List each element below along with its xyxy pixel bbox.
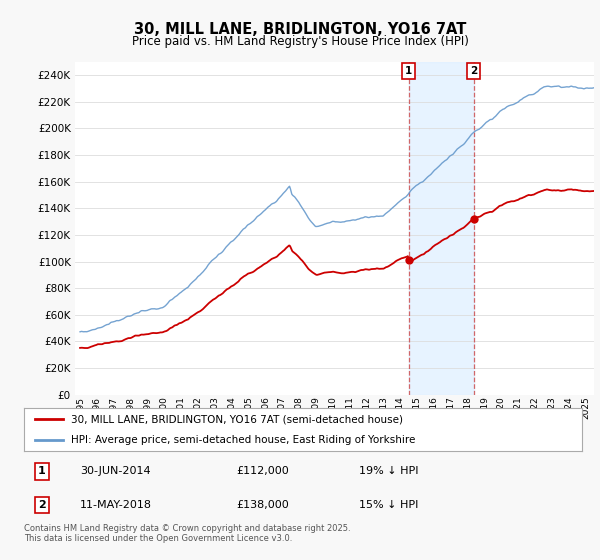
Text: HPI: Average price, semi-detached house, East Riding of Yorkshire: HPI: Average price, semi-detached house,…: [71, 435, 416, 445]
Text: 15% ↓ HPI: 15% ↓ HPI: [359, 500, 418, 510]
Text: 1: 1: [38, 466, 46, 477]
Text: 2: 2: [470, 66, 477, 76]
Text: Price paid vs. HM Land Registry's House Price Index (HPI): Price paid vs. HM Land Registry's House …: [131, 35, 469, 48]
Text: £138,000: £138,000: [236, 500, 289, 510]
Text: 30, MILL LANE, BRIDLINGTON, YO16 7AT (semi-detached house): 30, MILL LANE, BRIDLINGTON, YO16 7AT (se…: [71, 414, 403, 424]
Text: 30, MILL LANE, BRIDLINGTON, YO16 7AT: 30, MILL LANE, BRIDLINGTON, YO16 7AT: [134, 22, 466, 38]
Bar: [409, 62, 473, 395]
Text: £112,000: £112,000: [236, 466, 289, 477]
Text: Contains HM Land Registry data © Crown copyright and database right 2025.
This d: Contains HM Land Registry data © Crown c…: [24, 524, 350, 543]
Text: 2: 2: [38, 500, 46, 510]
Text: 30-JUN-2014: 30-JUN-2014: [80, 466, 151, 477]
Text: 1: 1: [405, 66, 412, 76]
Text: 19% ↓ HPI: 19% ↓ HPI: [359, 466, 418, 477]
Text: 11-MAY-2018: 11-MAY-2018: [80, 500, 152, 510]
